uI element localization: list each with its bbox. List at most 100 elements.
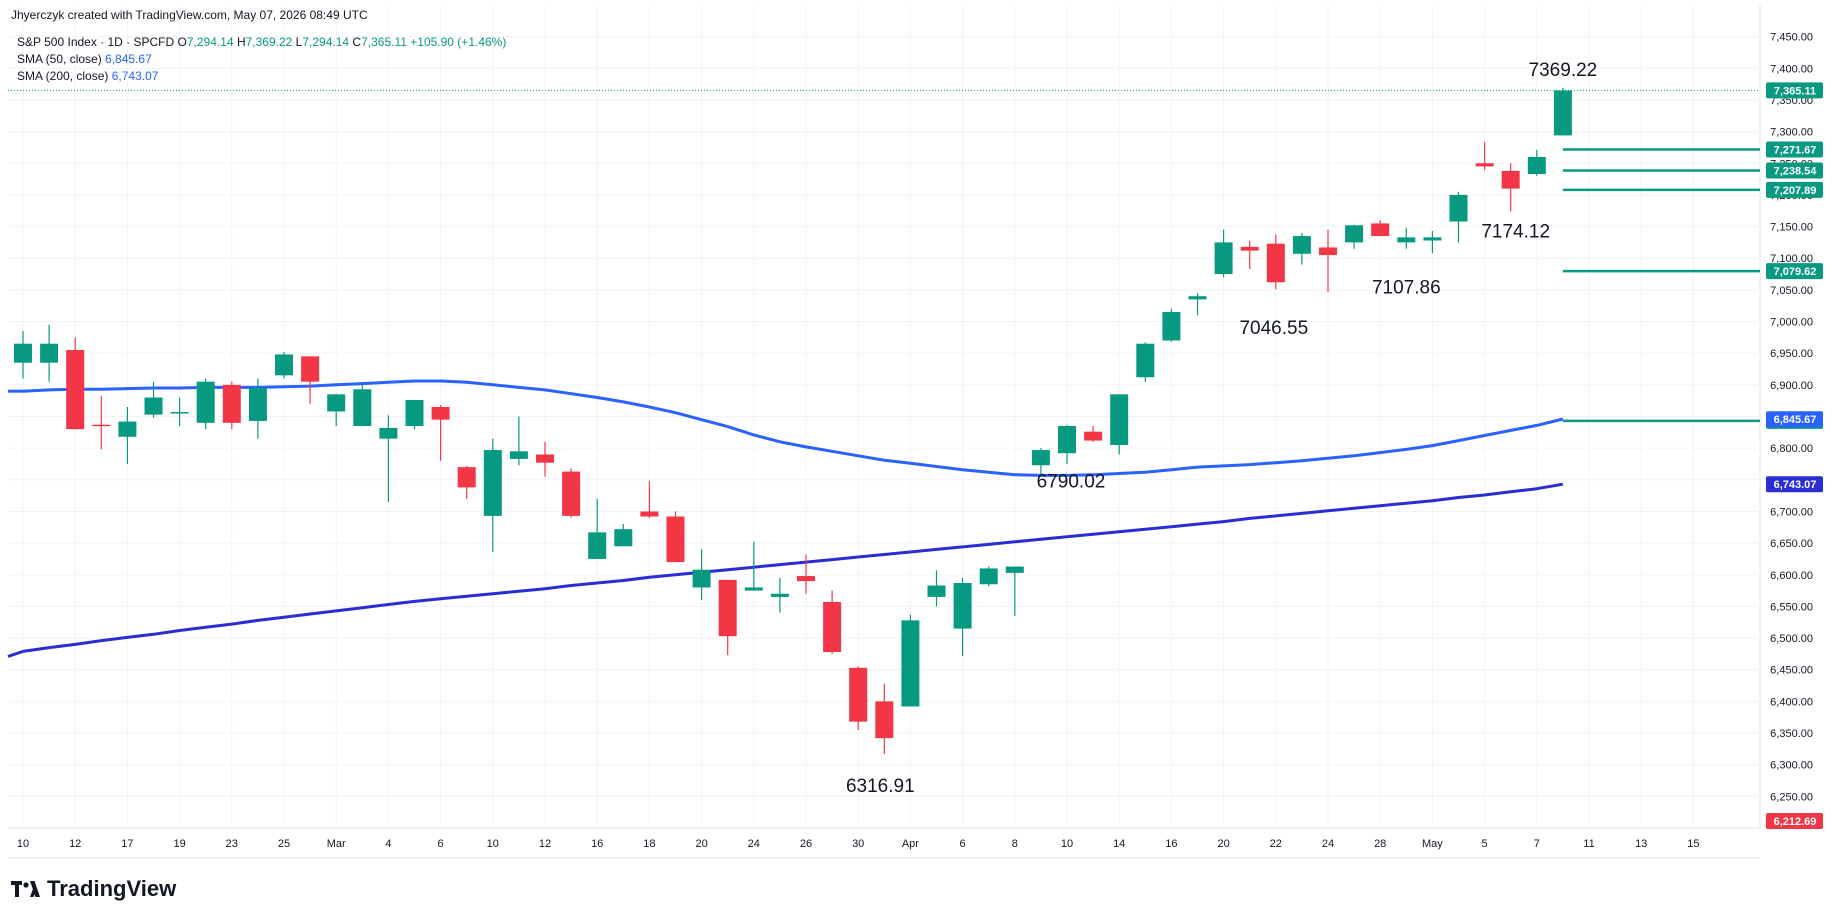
y-tick-label: 6,400.00 [1770,696,1813,708]
sma200-label: SMA (200, close) [17,69,109,83]
sma50-legend[interactable]: SMA (50, close) 6,845.67 [17,52,152,66]
candle-body [431,407,450,420]
candle-down [66,337,85,430]
x-tick-label: 10 [1061,838,1073,850]
level-price-badge: 7,207.89 [1766,181,1823,198]
candle-up [248,378,267,439]
y-tick-label: 6,700.00 [1770,506,1813,518]
candle-up [614,524,633,547]
x-tick-label: 30 [852,838,864,850]
candle-down [823,590,842,654]
x-tick-label: Apr [902,838,919,850]
candle-body [301,356,320,382]
y-tick-label: 7,000.00 [1770,317,1813,329]
candle-body [1397,237,1416,243]
candle-down [1240,240,1259,269]
y-tick-label: 7,300.00 [1770,127,1813,139]
candle-body [1058,425,1076,454]
badge-label: 7,079.62 [1774,266,1817,278]
candle-up [1188,293,1207,316]
y-tick-label: 6,650.00 [1770,538,1813,550]
candle-body [40,343,59,363]
candle-body [718,579,737,637]
candle-up [327,393,346,426]
candle-body [353,389,372,426]
candle-down [797,554,815,594]
y-tick-label: 7,100.00 [1770,253,1813,265]
x-tick-label: 16 [591,838,603,850]
symbol-label[interactable]: S&P 500 Index · 1D · SPCFD [17,35,175,49]
candle-up [927,570,946,607]
candle-up [1031,448,1050,477]
tradingview-brand[interactable]: TradingView [11,876,176,902]
x-tick-label: 14 [1113,838,1125,850]
x-tick-label: 8 [1012,838,1018,850]
candle-body [1136,343,1155,378]
sma200-path [22,482,1564,653]
candle-body [1475,163,1494,167]
candle-down [1501,163,1520,212]
high-value: 7,369.22 [245,35,293,49]
y-tick-label: 7,150.00 [1770,222,1813,234]
x-tick-label: 12 [539,838,551,850]
candle-body [1084,431,1103,441]
low-label: L [295,35,303,49]
candle-up [1214,229,1233,278]
x-tick-label: 25 [278,838,290,850]
candle-body [666,516,685,563]
y-tick-label: 6,300.00 [1770,760,1813,772]
candle-up [979,566,998,587]
candle-body [1371,223,1390,237]
sma50-value: 6,845.67 [105,52,152,66]
candle-up [1292,232,1311,265]
x-tick-label: 7 [1534,838,1540,850]
candle-up [1058,424,1076,464]
candle-down [666,511,685,563]
candle-body [1527,156,1546,175]
candle-down [536,441,554,477]
x-tick-label: 10 [17,838,29,850]
sma50-label: SMA (50, close) [17,52,102,66]
x-tick-label: 20 [695,838,707,850]
x-tick-label: 18 [643,838,655,850]
badge-bg [1766,181,1823,198]
x-tick-label: 15 [1687,838,1699,850]
x-tick-label: 26 [800,838,812,850]
high-label: H [236,35,246,49]
candle-body [797,576,815,582]
y-tick-label: 7,400.00 [1770,63,1813,75]
x-tick-label: 4 [385,838,391,850]
sma200-legend[interactable]: SMA (200, close) 6,743.07 [17,69,158,83]
chart-credit: Jhyerczyk created with TradingView.com, … [11,8,368,22]
candle-down [457,465,476,499]
candle-body [14,343,32,363]
close-label: C [352,35,362,49]
candle-up [692,549,711,601]
candle-up [40,324,59,382]
y-tick-label: 6,900.00 [1770,380,1813,392]
x-tick-label: 12 [69,838,81,850]
candle-body [901,620,920,707]
candle-body [927,585,946,597]
level-lines [1562,148,1760,423]
y-tick-label: 6,250.00 [1770,791,1813,803]
candle-body [222,384,241,423]
candle-down [718,579,737,656]
candle-body [614,529,633,547]
candle-up [744,541,763,591]
candle-up [1449,191,1468,243]
candle-body [744,587,763,591]
candle-down [431,405,450,461]
candle-up [509,416,528,466]
badge-bg [1766,141,1823,158]
x-tick-label: 6 [960,838,966,850]
candle-body [66,350,85,430]
badge-label: 6,845.67 [1774,414,1817,426]
open-value: 7,294.14 [186,35,234,49]
candle-body [536,454,554,463]
badge-bg [1766,476,1823,493]
candlestick-series [14,87,1572,754]
candle-body [118,421,137,437]
candle-down [92,396,111,450]
